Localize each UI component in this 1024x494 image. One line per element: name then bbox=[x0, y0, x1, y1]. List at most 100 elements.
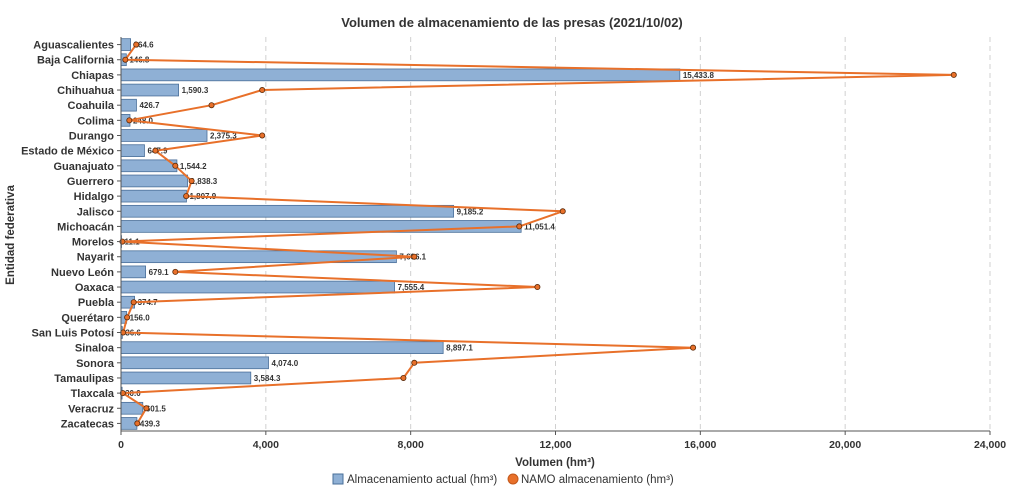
bar bbox=[120, 174, 188, 188]
bar bbox=[120, 280, 395, 294]
bar-value-label: 156.0 bbox=[130, 313, 151, 322]
category-label: Nayarit bbox=[77, 252, 115, 264]
namo-point bbox=[950, 71, 957, 78]
namo-point bbox=[152, 147, 159, 154]
bar-value-label: 679.1 bbox=[149, 268, 170, 277]
namo-point bbox=[183, 193, 190, 200]
x-tick-label: 16,000 bbox=[684, 439, 716, 451]
bar bbox=[120, 356, 269, 370]
bar bbox=[120, 220, 522, 233]
namo-point bbox=[259, 87, 266, 94]
x-tick-label: 0 bbox=[118, 439, 124, 451]
category-labels: Aguascalientes Baja California Chiapas Chih… bbox=[21, 40, 121, 430]
namo-point bbox=[208, 102, 215, 109]
bars bbox=[120, 38, 681, 430]
category-label: Sinaloa bbox=[75, 343, 115, 355]
bar bbox=[120, 341, 444, 354]
namo-point bbox=[690, 344, 697, 351]
bar bbox=[120, 83, 179, 97]
x-tick-label: 8,000 bbox=[398, 439, 424, 451]
namo-point bbox=[130, 299, 137, 306]
legend: Almacenamiento actual (hm³) NAMO almacen… bbox=[332, 473, 674, 486]
legend-line-marker bbox=[507, 473, 519, 485]
x-axis-title: Volumen (hm³) bbox=[515, 457, 595, 469]
category-label: Sonora bbox=[76, 358, 115, 370]
namo-point bbox=[134, 420, 141, 427]
category-label: Estado de México bbox=[21, 146, 114, 158]
bar bbox=[120, 129, 208, 142]
namo-point bbox=[516, 223, 523, 230]
category-label: Nuevo León bbox=[51, 267, 114, 279]
namo-point bbox=[411, 253, 418, 260]
namo-point bbox=[143, 405, 150, 412]
category-label: Michoacán bbox=[57, 221, 114, 233]
category-label: Puebla bbox=[78, 297, 115, 309]
namo-point bbox=[124, 314, 131, 321]
bar-value-label: 1,838.3 bbox=[191, 177, 218, 186]
x-tick-label: 20,000 bbox=[829, 439, 861, 451]
bar-value-label: 3,584.3 bbox=[254, 374, 281, 383]
x-tick-labels: 0 4,000 8,000 12,000 16,000 20,000 24,000 bbox=[118, 439, 1006, 451]
grid bbox=[120, 37, 991, 435]
legend-bar-label: Almacenamiento actual (hm³) bbox=[347, 474, 497, 486]
category-label: Aguascalientes bbox=[33, 40, 114, 52]
category-label: Oaxaca bbox=[75, 282, 115, 294]
bar-value-label: 601.5 bbox=[146, 404, 167, 413]
namo-point bbox=[534, 284, 541, 291]
category-label: Jalisco bbox=[77, 206, 115, 218]
bar-value-label: 15,433.8 bbox=[683, 71, 715, 80]
bar-value-label: 2,375.3 bbox=[210, 132, 237, 141]
bar-value-label: 248.0 bbox=[133, 116, 154, 125]
category-label: Hidalgo bbox=[74, 191, 115, 203]
bar-value-label: 30.0 bbox=[125, 389, 141, 398]
bar-value-label: 4,074.0 bbox=[272, 359, 299, 368]
namo-point bbox=[172, 268, 179, 275]
bar bbox=[120, 204, 454, 218]
bar-value-label: 426.7 bbox=[139, 101, 160, 110]
category-label: Tlaxcala bbox=[71, 388, 115, 400]
category-label: Morelos bbox=[72, 237, 114, 249]
chart-title: Volumen de almacenamiento de las presas … bbox=[341, 15, 683, 30]
bar bbox=[120, 38, 131, 51]
bar bbox=[120, 68, 681, 82]
namo-point bbox=[259, 132, 266, 139]
bar-value-label: 8,897.1 bbox=[446, 344, 473, 353]
category-label: Querétaro bbox=[61, 312, 114, 324]
category-label: Zacatecas bbox=[61, 418, 114, 430]
bar bbox=[120, 98, 137, 112]
bar-value-label: 7,555.4 bbox=[398, 283, 425, 292]
category-label: Tamaulipas bbox=[54, 373, 114, 385]
namo-point bbox=[122, 56, 129, 63]
namo-point bbox=[172, 162, 179, 169]
bar-value-label: 1,590.3 bbox=[182, 86, 209, 95]
category-label: Coahuila bbox=[68, 100, 115, 112]
namo-point bbox=[559, 208, 566, 215]
bar-value-label: 264.6 bbox=[134, 41, 155, 50]
bar-value-label: 11,051.4 bbox=[524, 222, 555, 231]
y-axis-title: Entidad federativa bbox=[5, 185, 17, 285]
legend-line-label: NAMO almacenamiento (hm³) bbox=[521, 474, 674, 486]
x-tick-label: 12,000 bbox=[539, 439, 571, 451]
data-labels: 264.6146.815,433.81,590.3426.7248.02,375… bbox=[125, 41, 715, 429]
bar bbox=[120, 144, 145, 157]
category-label: Baja California bbox=[37, 55, 115, 67]
x-tick-label: 24,000 bbox=[974, 439, 1006, 451]
legend-bar-swatch bbox=[332, 473, 344, 485]
namo-line-path bbox=[121, 44, 955, 424]
category-label: Colima bbox=[77, 115, 115, 127]
bar-value-label: 374.7 bbox=[138, 298, 159, 307]
namo-point bbox=[188, 177, 195, 184]
namo-point bbox=[133, 41, 140, 48]
x-tick-label: 4,000 bbox=[253, 439, 279, 451]
category-label: Veracruz bbox=[68, 403, 114, 415]
category-label: Guanajuato bbox=[53, 161, 114, 173]
category-label: Chihuahua bbox=[57, 85, 115, 97]
namo-point bbox=[126, 117, 133, 124]
bar-value-label: 9,185.2 bbox=[457, 207, 484, 216]
category-label: Guerrero bbox=[67, 176, 114, 188]
bar bbox=[120, 189, 187, 203]
category-label: Durango bbox=[69, 131, 115, 143]
namo-line bbox=[119, 41, 957, 427]
namo-point bbox=[400, 374, 407, 381]
